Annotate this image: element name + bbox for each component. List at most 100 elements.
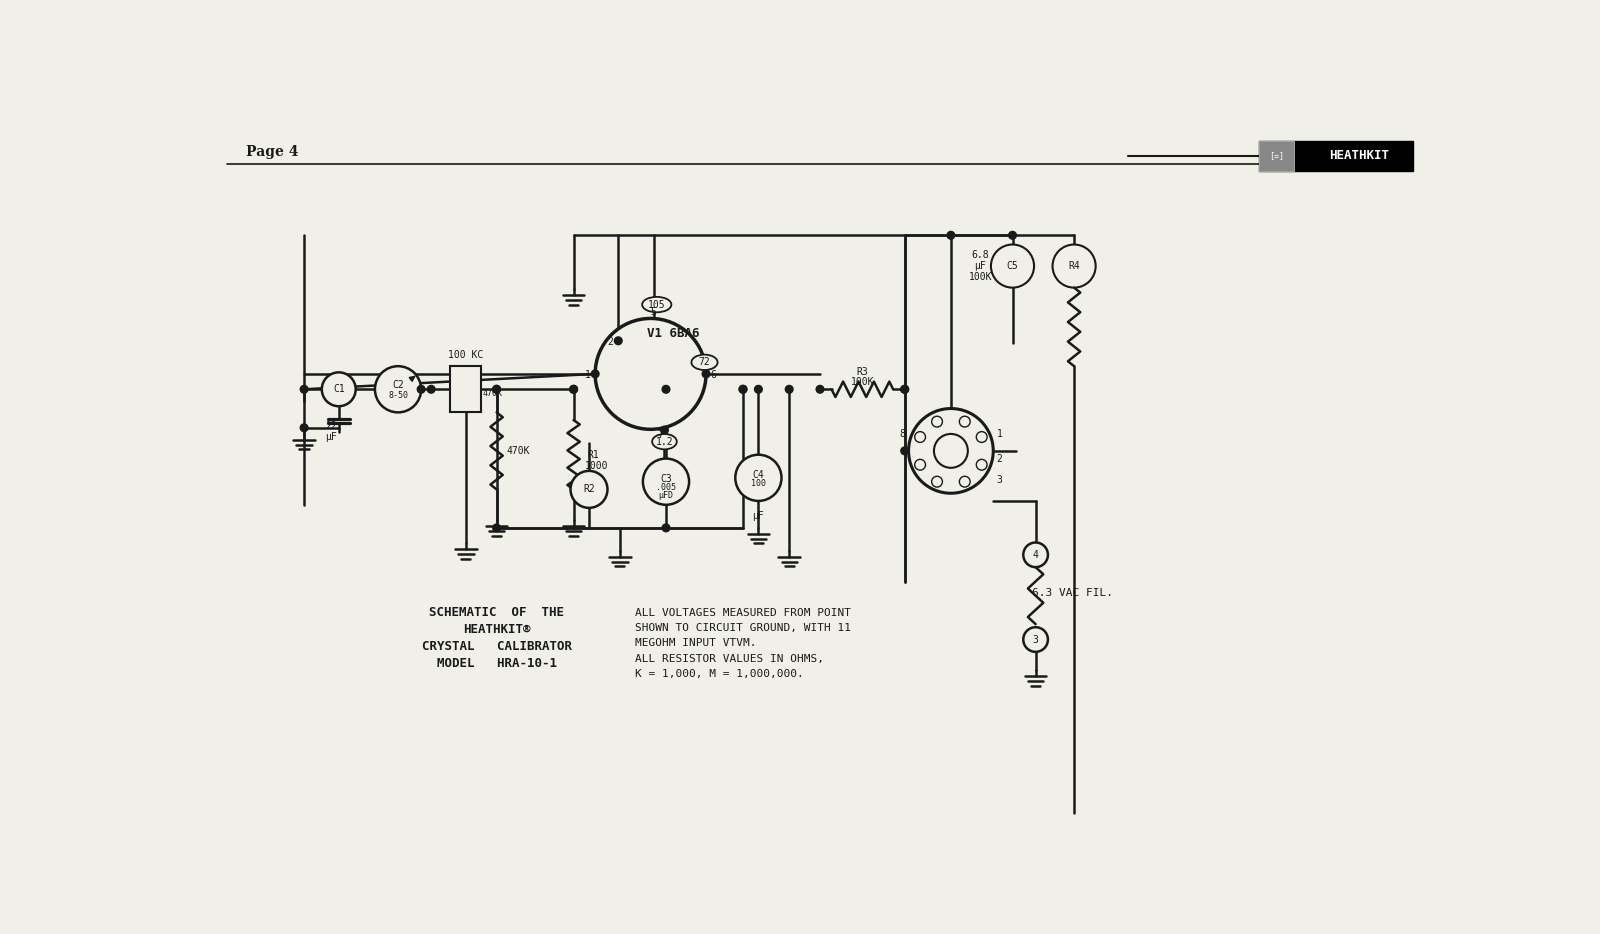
Circle shape	[976, 432, 987, 443]
Text: 3: 3	[1032, 634, 1038, 644]
Text: 1.2: 1.2	[656, 436, 674, 446]
Circle shape	[1008, 232, 1016, 239]
Circle shape	[1053, 245, 1096, 288]
Text: HEATHKIT: HEATHKIT	[1330, 149, 1389, 163]
Text: μF: μF	[974, 262, 986, 271]
Text: C1: C1	[333, 384, 344, 394]
Circle shape	[592, 370, 598, 377]
Text: 100 KC: 100 KC	[448, 349, 483, 360]
Bar	[1259, 141, 1294, 171]
Circle shape	[915, 460, 925, 470]
Text: C2: C2	[392, 380, 403, 390]
Ellipse shape	[691, 355, 717, 370]
Text: V1 6BA6: V1 6BA6	[648, 327, 699, 340]
Circle shape	[1024, 543, 1048, 567]
Circle shape	[739, 386, 747, 393]
Text: 6.3 VAC FIL.: 6.3 VAC FIL.	[1032, 588, 1114, 599]
Text: K = 1,000, M = 1,000,000.: K = 1,000, M = 1,000,000.	[635, 669, 803, 679]
Text: MODEL   HRA-10-1: MODEL HRA-10-1	[437, 657, 557, 670]
Circle shape	[661, 426, 669, 434]
Text: .005: .005	[656, 483, 675, 492]
Circle shape	[301, 386, 307, 393]
Text: 100: 100	[750, 479, 766, 488]
Circle shape	[493, 386, 501, 393]
Circle shape	[976, 460, 987, 470]
Circle shape	[493, 386, 501, 393]
Circle shape	[570, 386, 578, 393]
Text: μFD: μFD	[659, 491, 674, 500]
Circle shape	[571, 471, 608, 508]
Text: 7: 7	[658, 431, 662, 441]
Text: 100K: 100K	[851, 376, 874, 387]
Text: ALL RESISTOR VALUES IN OHMS,: ALL RESISTOR VALUES IN OHMS,	[635, 654, 824, 664]
Text: 4: 4	[1032, 550, 1038, 559]
Circle shape	[662, 386, 670, 393]
Text: HEATHKIT®: HEATHKIT®	[462, 623, 530, 636]
Text: 6.8: 6.8	[971, 249, 989, 260]
Text: 72: 72	[699, 358, 710, 367]
Text: Page 4: Page 4	[246, 145, 299, 159]
Text: 100K: 100K	[968, 272, 992, 282]
Circle shape	[990, 245, 1034, 288]
Circle shape	[816, 386, 824, 393]
Text: 470K: 470K	[483, 389, 502, 398]
Text: 2: 2	[997, 454, 1002, 463]
Text: μF: μF	[752, 511, 765, 521]
Text: R3: R3	[856, 367, 869, 377]
Circle shape	[960, 417, 970, 427]
Text: 5: 5	[651, 307, 656, 318]
Circle shape	[901, 386, 909, 393]
Circle shape	[702, 370, 710, 377]
Bar	[451, 366, 482, 413]
Text: 8: 8	[899, 429, 906, 439]
Text: CRYSTAL   CALIBRATOR: CRYSTAL CALIBRATOR	[422, 640, 571, 653]
Text: MEGOHM INPUT VTVM.: MEGOHM INPUT VTVM.	[635, 638, 757, 648]
Text: 22: 22	[325, 421, 338, 432]
Circle shape	[570, 386, 578, 393]
Circle shape	[901, 386, 909, 393]
Circle shape	[739, 386, 747, 393]
Bar	[1259, 141, 1413, 171]
Text: μF: μF	[325, 432, 338, 442]
Circle shape	[947, 232, 955, 239]
Circle shape	[1024, 628, 1048, 652]
Circle shape	[662, 524, 670, 531]
Text: R4: R4	[1069, 262, 1080, 271]
Text: R2: R2	[582, 485, 595, 494]
Text: R1: R1	[587, 450, 600, 460]
Circle shape	[915, 432, 925, 443]
Ellipse shape	[642, 297, 672, 312]
Circle shape	[418, 386, 426, 393]
Text: [=]: [=]	[1269, 151, 1285, 161]
Circle shape	[493, 524, 501, 531]
Circle shape	[322, 373, 355, 406]
Text: SHOWN TO CIRCUIT GROUND, WITH 11: SHOWN TO CIRCUIT GROUND, WITH 11	[635, 623, 851, 633]
Text: ALL VOLTAGES MEASURED FROM POINT: ALL VOLTAGES MEASURED FROM POINT	[635, 608, 851, 617]
Circle shape	[931, 476, 942, 487]
Circle shape	[427, 386, 435, 393]
Circle shape	[931, 417, 942, 427]
Circle shape	[909, 408, 994, 493]
Circle shape	[614, 337, 622, 345]
Text: SCHEMATIC  OF  THE: SCHEMATIC OF THE	[429, 606, 565, 619]
Ellipse shape	[653, 434, 677, 449]
Circle shape	[786, 386, 794, 393]
Circle shape	[755, 386, 762, 393]
Text: C4: C4	[752, 470, 765, 480]
Circle shape	[374, 366, 421, 413]
Text: 8-50: 8-50	[389, 391, 408, 400]
Text: C3: C3	[661, 474, 672, 484]
Text: 2: 2	[608, 336, 613, 347]
Text: 105: 105	[648, 300, 666, 309]
Circle shape	[901, 447, 909, 455]
Text: 1: 1	[997, 429, 1002, 439]
Circle shape	[301, 424, 307, 432]
Text: 6: 6	[710, 371, 715, 380]
Text: 470K: 470K	[507, 446, 530, 456]
Circle shape	[736, 455, 781, 501]
Text: 1: 1	[584, 371, 590, 380]
Circle shape	[934, 434, 968, 468]
Text: 3: 3	[997, 475, 1002, 485]
Text: 1000: 1000	[586, 461, 608, 472]
Text: C5: C5	[1006, 262, 1018, 271]
